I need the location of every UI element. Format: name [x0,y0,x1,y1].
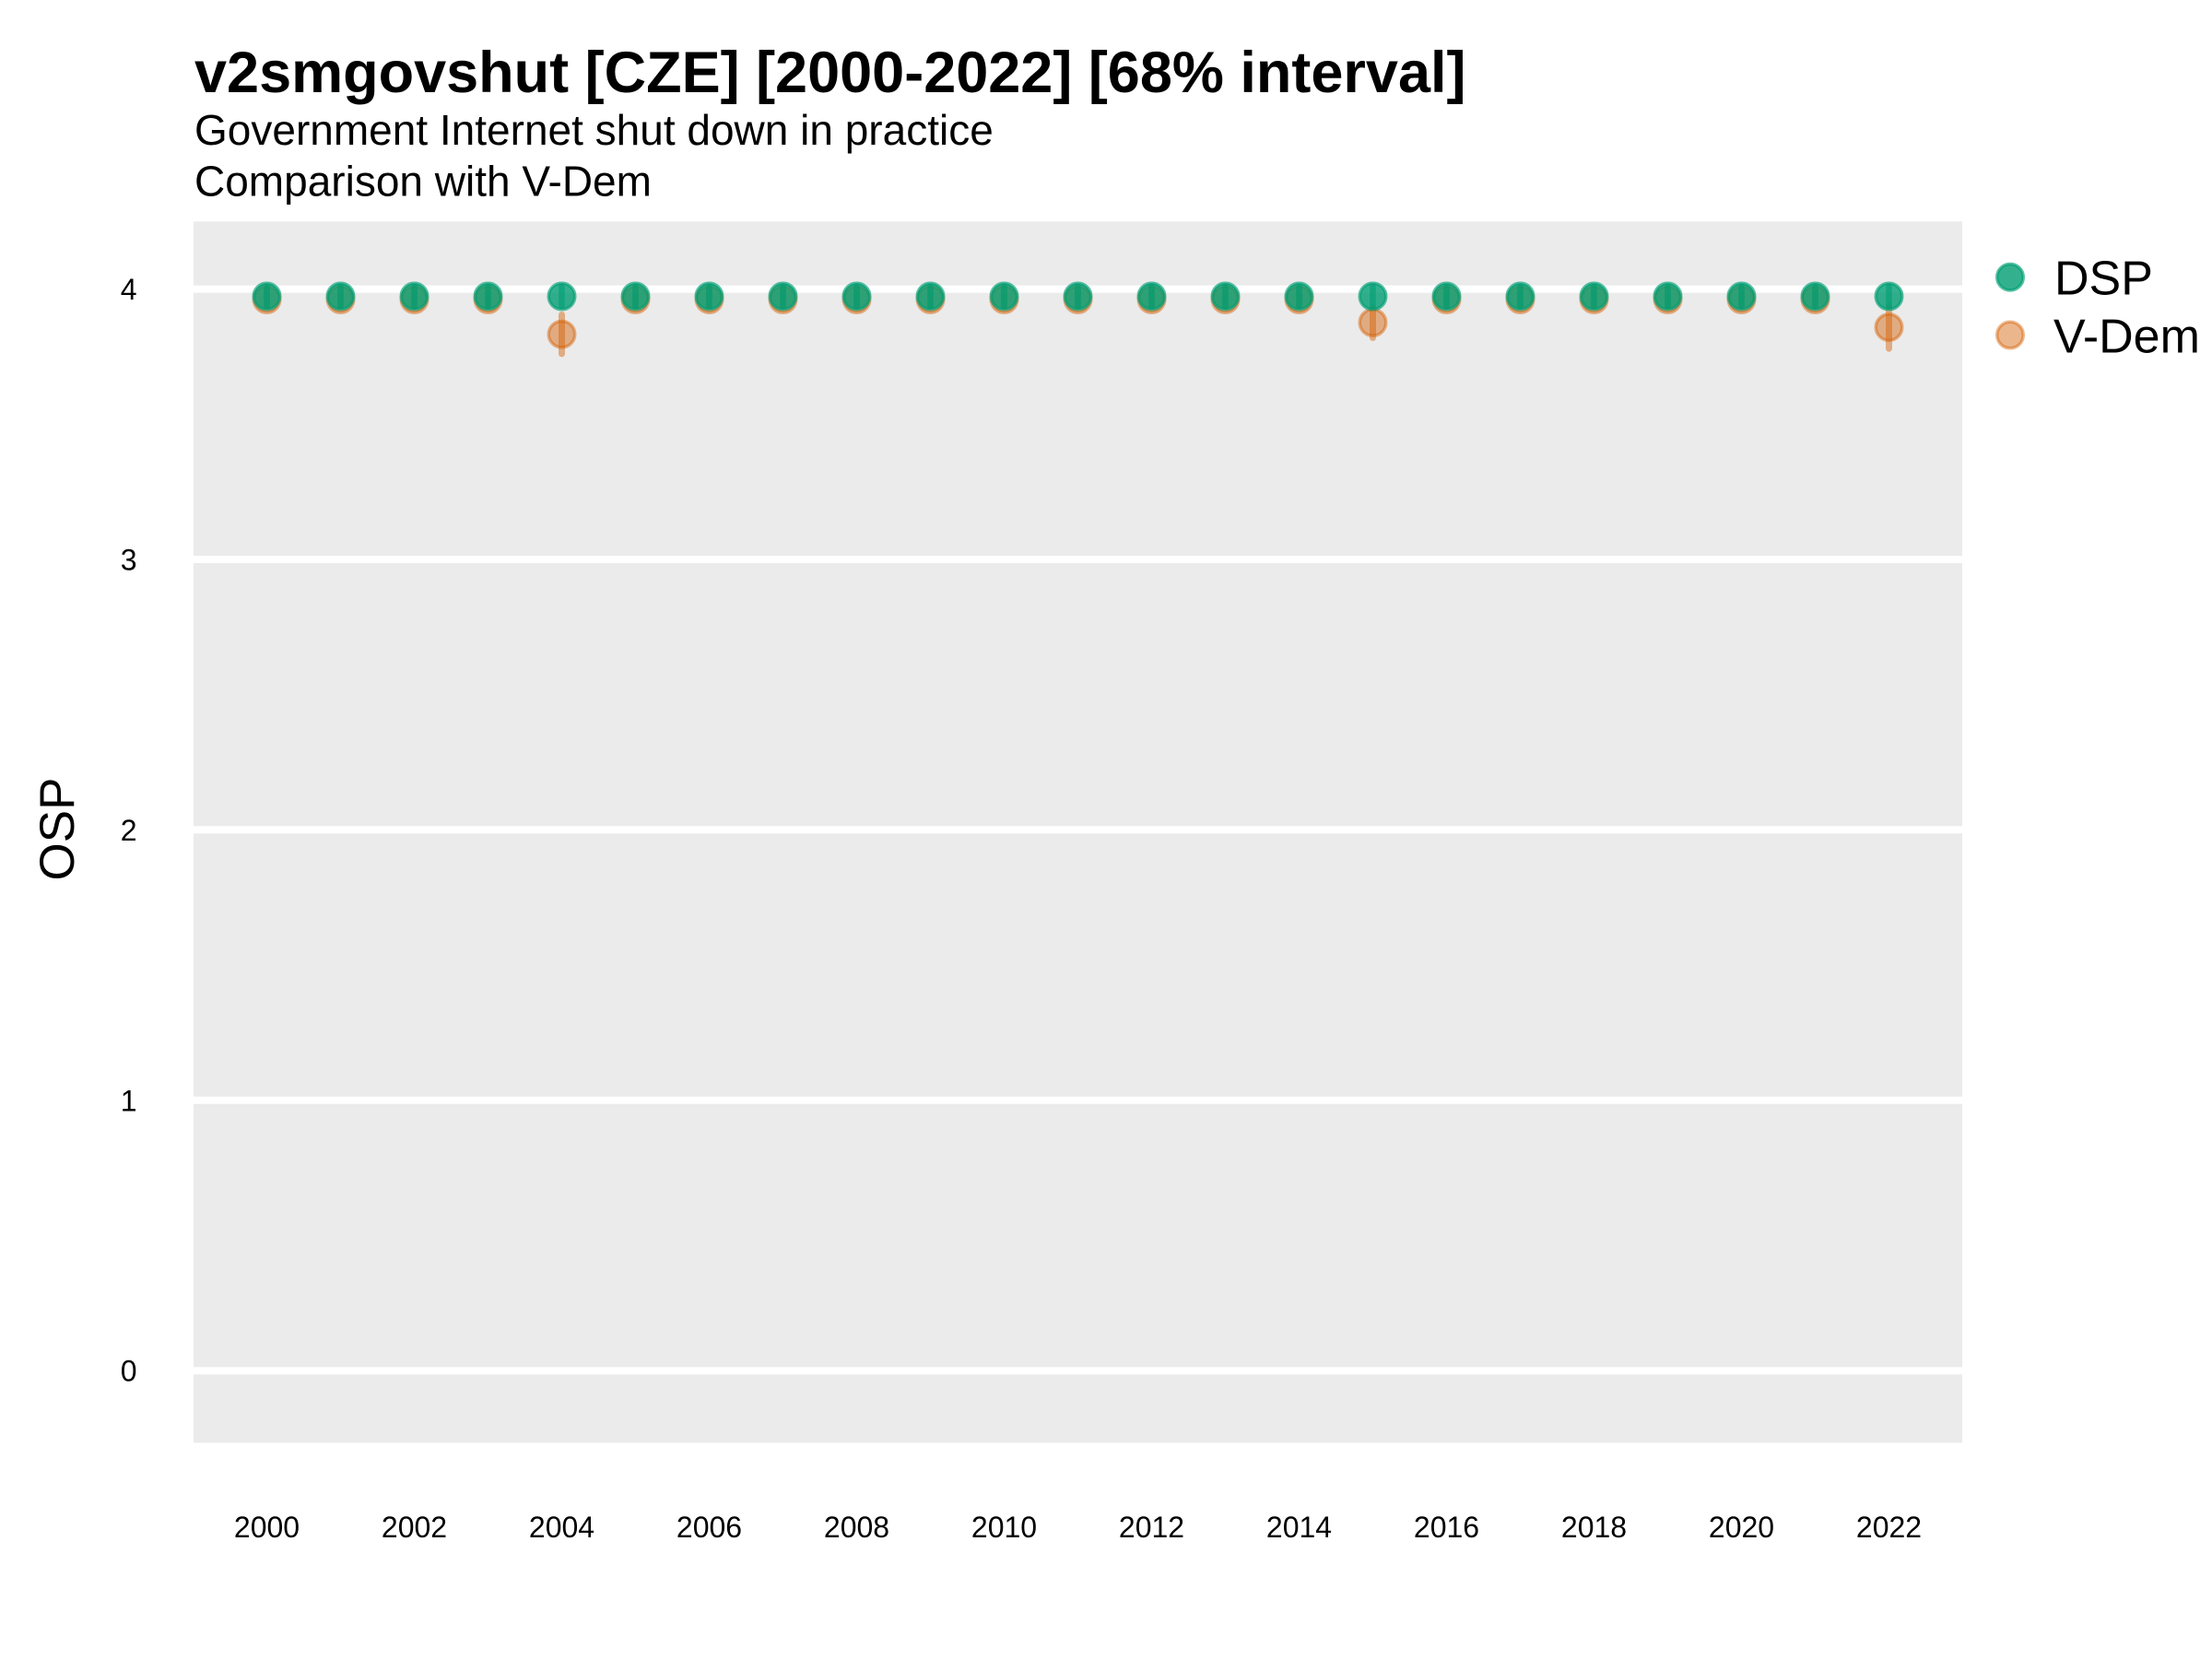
svg-text:2018: 2018 [1561,1511,1627,1544]
svg-text:2004: 2004 [529,1511,594,1544]
svg-text:2002: 2002 [382,1511,447,1544]
svg-text:4: 4 [121,273,137,306]
svg-text:2020: 2020 [1709,1511,1774,1544]
svg-text:1: 1 [121,1084,137,1117]
svg-text:V-Dem: V-Dem [2053,311,2200,364]
svg-text:v2smgovshut [CZE] [2000-2022]: v2smgovshut [CZE] [2000-2022] [68% inter… [194,41,1465,105]
svg-text:OSP: OSP [30,778,85,881]
svg-text:Government Internet shut down: Government Internet shut down in practic… [194,106,994,154]
svg-text:2012: 2012 [1119,1511,1184,1544]
svg-text:2: 2 [121,814,137,847]
svg-text:Comparison with V-Dem: Comparison with V-Dem [194,158,652,206]
svg-text:2016: 2016 [1414,1511,1479,1544]
svg-text:2000: 2000 [234,1511,300,1544]
svg-text:2006: 2006 [677,1511,742,1544]
svg-text:2010: 2010 [971,1511,1037,1544]
svg-text:3: 3 [121,544,137,577]
svg-text:2014: 2014 [1266,1511,1332,1544]
svg-text:2008: 2008 [824,1511,889,1544]
svg-text:0: 0 [121,1355,137,1388]
svg-text:2022: 2022 [1856,1511,1922,1544]
svg-text:DSP: DSP [2054,253,2153,306]
